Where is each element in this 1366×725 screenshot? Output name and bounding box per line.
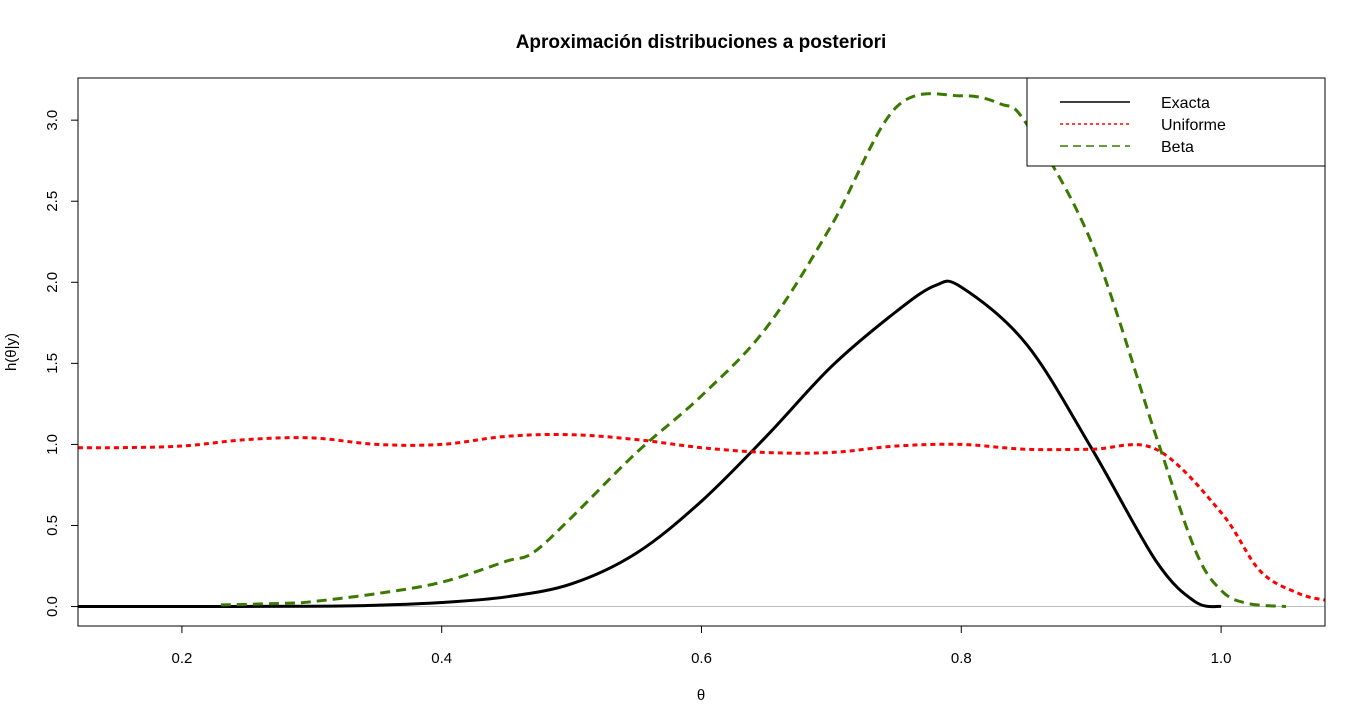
x-axis-label: θ: [697, 687, 705, 704]
x-tick-label: 0.2: [171, 650, 192, 667]
legend: Exacta Uniforme Beta: [1026, 77, 1326, 167]
y-axis-label: h(θ|y): [3, 333, 20, 371]
y-tick-label: 0.0: [44, 596, 61, 617]
legend-label-uniforme: Uniforme: [1161, 117, 1226, 134]
y-tick-label: 1.5: [44, 353, 61, 374]
x-tick-label: 0.4: [431, 650, 452, 667]
y-tick-label: 3.0: [44, 110, 61, 131]
legend-box: [1026, 77, 1326, 167]
x-tick-label: 1.0: [1211, 650, 1232, 667]
series-line-beta: [220, 92, 1287, 608]
x-tick-label: 0.6: [691, 650, 712, 667]
y-axis: 0.0 0.5 1.0 1.5 2.0 2.5 3.0: [44, 110, 79, 617]
legend-label-exacta: Exacta: [1161, 95, 1210, 112]
y-tick-label: 2.0: [44, 272, 61, 293]
chart-title: Aproximación distribuciones a posteriori: [516, 32, 887, 53]
x-axis: 0.2 0.4 0.6 0.8 1.0: [171, 625, 1232, 667]
legend-label-beta: Beta: [1161, 139, 1194, 156]
series-line-uniforme: [78, 432, 1325, 602]
x-tick-label: 0.8: [951, 650, 972, 667]
y-tick-label: 2.5: [44, 191, 61, 212]
y-tick-label: 1.0: [44, 434, 61, 455]
y-tick-label: 0.5: [44, 515, 61, 536]
series-line-exacta: [78, 279, 1222, 609]
